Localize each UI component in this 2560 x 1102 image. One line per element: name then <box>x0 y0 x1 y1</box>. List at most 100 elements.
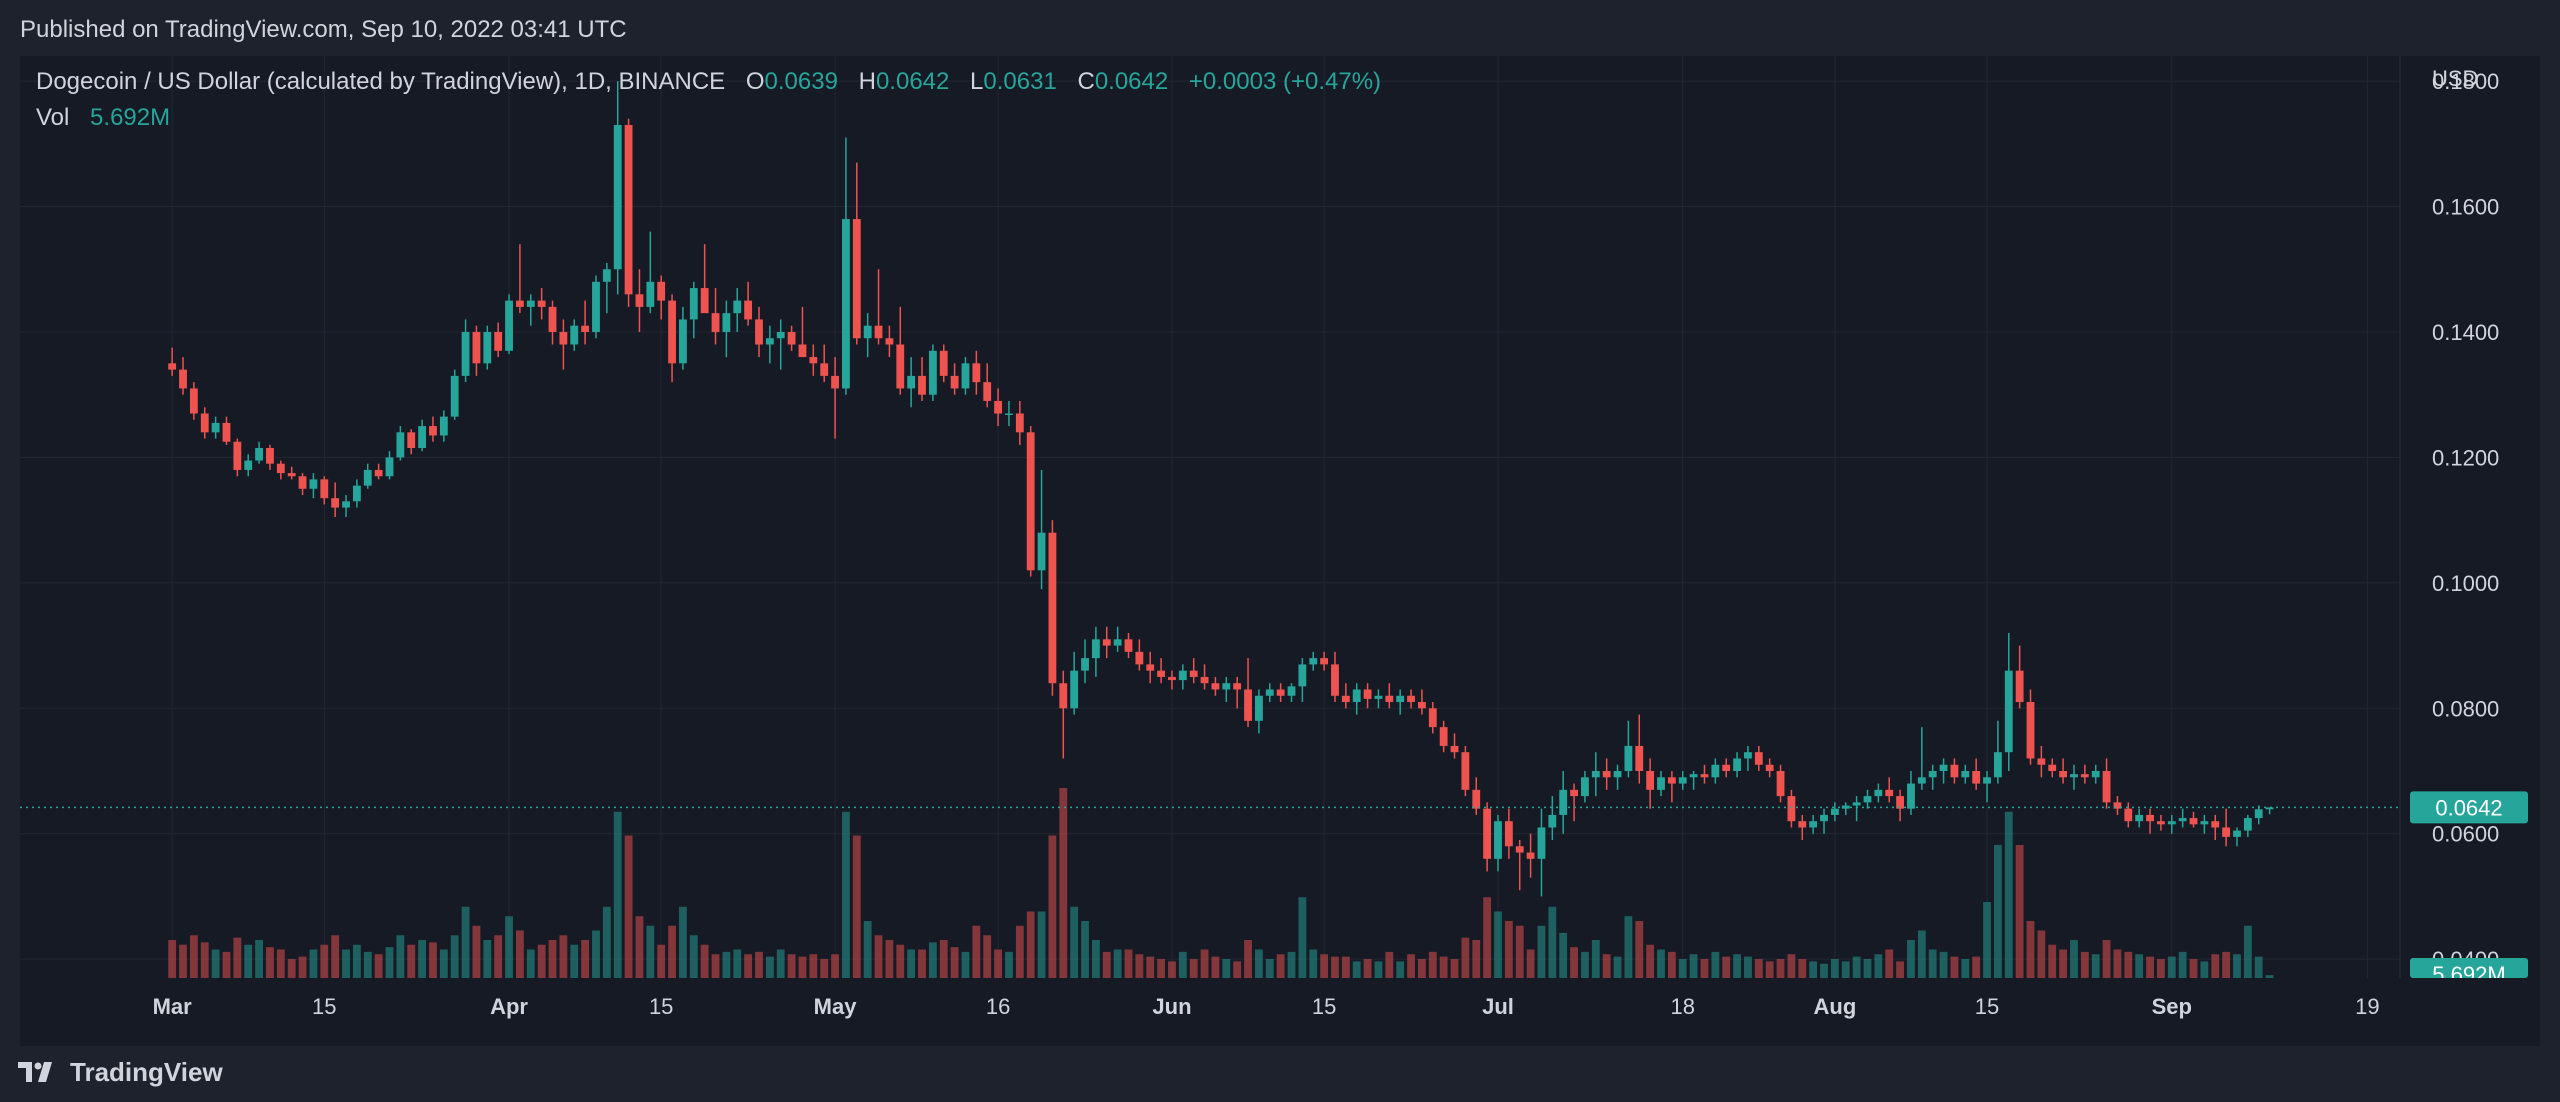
volume-bar <box>2091 954 2100 978</box>
volume-bar <box>439 949 448 978</box>
candle-body <box>1950 764 1959 778</box>
time-tick-label: 16 <box>986 994 1010 1019</box>
candle-body <box>1798 821 1807 828</box>
open-label: O <box>745 68 765 95</box>
candle-body <box>1820 814 1828 822</box>
candle-body <box>1591 771 1600 778</box>
candle-body <box>1754 752 1763 765</box>
volume-bar <box>1385 951 1394 978</box>
volume-bar <box>602 906 611 978</box>
candle-body <box>1776 771 1785 797</box>
volume-bar <box>1396 961 1405 978</box>
candle-body <box>1635 745 1644 772</box>
candle-body <box>1809 821 1818 828</box>
currency-label[interactable]: USD <box>2432 66 2479 91</box>
candle-body <box>2254 809 2263 819</box>
volume-bar <box>711 954 720 978</box>
candle-body <box>1983 777 1991 784</box>
volume-bar <box>1309 949 1318 978</box>
volume-bar <box>668 925 676 978</box>
candle-body <box>439 416 448 436</box>
volume-bar <box>950 947 959 978</box>
candle-body <box>1722 764 1731 772</box>
candle-body <box>1233 683 1242 690</box>
candle-body <box>2135 814 2144 822</box>
top-bar: Published on TradingView.com, Sep 10, 20… <box>0 0 2560 56</box>
candle-body <box>918 375 926 395</box>
candle-body <box>765 338 774 345</box>
candle-body <box>1428 708 1437 728</box>
volume-bar <box>396 935 405 978</box>
volume-bar <box>1917 930 1926 978</box>
volume-bar <box>1168 961 1176 978</box>
volume-bar <box>1374 961 1383 978</box>
candle-body <box>1559 789 1568 815</box>
candle-body <box>1341 695 1350 703</box>
volume-bar <box>2026 921 2035 978</box>
candle-body <box>2091 771 2100 778</box>
volume-bar <box>2135 954 2144 978</box>
candle-body <box>1102 639 1111 646</box>
candle-body <box>1494 821 1502 859</box>
symbol-description[interactable]: Dogecoin / US Dollar (calculated by Trad… <box>36 68 726 95</box>
candle-body <box>2189 818 2198 825</box>
volume-bar <box>2037 930 2046 978</box>
candle-body <box>2004 670 2013 753</box>
candle-body <box>972 363 981 383</box>
candle-body <box>1298 664 1307 687</box>
volume-legend[interactable]: Vol 5.692M <box>36 104 170 132</box>
candle-body <box>657 281 666 301</box>
volume-bar <box>755 951 763 978</box>
candle-body <box>2211 821 2220 828</box>
time-tick-label: Jun <box>1152 994 1191 1019</box>
candle-body <box>1787 796 1796 822</box>
volume-bar <box>1820 963 1828 978</box>
candle-body <box>1646 771 1655 790</box>
candle-body <box>1287 686 1296 696</box>
volume-bar <box>1809 961 1818 978</box>
candle-body <box>1613 771 1622 778</box>
candle-body <box>1744 752 1752 759</box>
volume-bar <box>2146 956 2154 978</box>
volume-bar <box>2167 956 2176 978</box>
candle-body <box>385 457 394 477</box>
volume-bar <box>363 951 372 978</box>
candle-body <box>1005 413 1013 416</box>
candle-body <box>1450 745 1459 753</box>
volume-bar <box>287 959 296 978</box>
volume-bar <box>255 940 263 978</box>
volume-bar <box>1287 951 1296 978</box>
time-tick-label: 19 <box>2355 994 2379 1019</box>
volume-bar <box>2254 956 2263 978</box>
volume-bar <box>1559 932 1568 978</box>
chart-panel[interactable] <box>20 56 2540 1046</box>
volume-bar <box>1993 845 2002 978</box>
volume-bar <box>1635 921 1644 978</box>
ohlc-legend[interactable]: Dogecoin / US Dollar (calculated by Trad… <box>36 68 1381 96</box>
candle-body <box>1320 658 1329 665</box>
volume-bar <box>1733 954 1741 978</box>
volume-bar <box>1081 921 1089 978</box>
volume-bar <box>679 906 687 978</box>
volume-bar <box>646 925 655 978</box>
close-value: 0.0642 <box>1094 68 1169 95</box>
candle-body <box>515 300 524 307</box>
candle-body <box>1461 752 1470 790</box>
volume-bar <box>1178 951 1187 978</box>
brand[interactable]: TradingView <box>18 1052 223 1092</box>
candle-body <box>2037 758 2046 765</box>
candle-body <box>2070 774 2078 778</box>
volume-bar <box>689 935 698 978</box>
candle-body <box>1146 664 1155 671</box>
candle-body <box>1885 789 1894 797</box>
volume-bar <box>1570 947 1578 978</box>
candle-body <box>1700 774 1709 778</box>
candle-body <box>233 441 242 470</box>
candle-body <box>548 306 557 332</box>
candle-body <box>1907 783 1915 809</box>
candle-body <box>472 331 481 364</box>
candle-body <box>418 426 427 449</box>
volume-bar <box>700 944 709 978</box>
candle-body <box>1211 683 1220 690</box>
